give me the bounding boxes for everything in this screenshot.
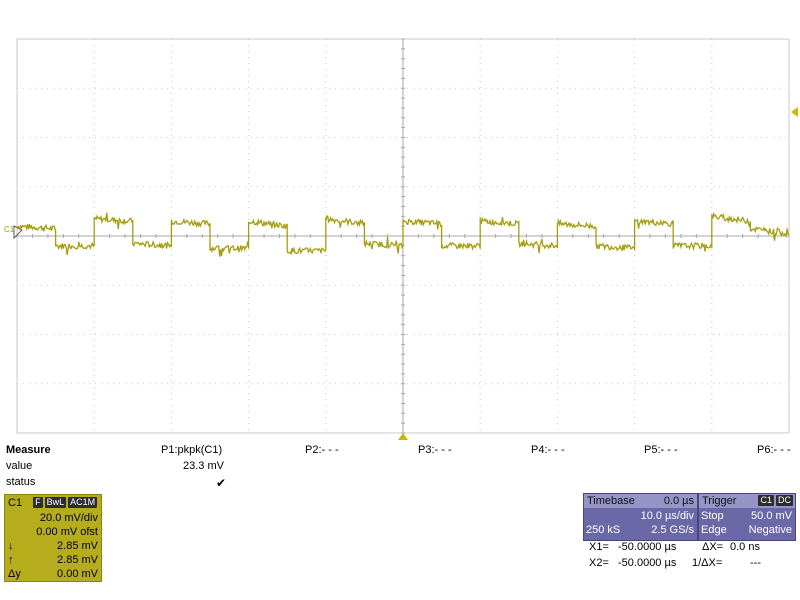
param-p6-name[interactable]: P6:- - - (757, 444, 791, 456)
trigger-source-tag: C1 (758, 495, 774, 506)
timebase-descriptor[interactable]: Timebase 0.0 µs 10.0 µs/div 250 kS 2.5 G… (583, 493, 698, 541)
param-p1-name[interactable]: P1:pkpk(C1) (161, 444, 223, 456)
param-p4-name[interactable]: P4:- - - (531, 444, 565, 456)
cursor-x2-label: X2= (589, 557, 609, 569)
param-p1-status-icon: ✔ (216, 476, 227, 490)
channel1-vdiv: 20.0 mV/div (39, 512, 98, 524)
trigger-slope: Negative (748, 524, 792, 536)
cursor-down-value: 2.85 mV (57, 540, 98, 552)
delta-y-label: Δy (8, 568, 21, 580)
trigger-time-marker[interactable] (398, 433, 408, 440)
trigger-level: 50.0 mV (751, 510, 792, 522)
cursor-x1-label: X1= (589, 541, 609, 553)
channel1-label: C1 (8, 497, 23, 509)
trigger-type: Edge (701, 524, 727, 536)
measure-value-label: value (6, 460, 33, 472)
cursor-x2-value: -50.0000 µs (618, 557, 677, 569)
timebase-tdiv: 10.0 µs/div (640, 510, 694, 522)
trigger-coupling-tag: DC (776, 495, 793, 506)
cursor-inv-dx-label: 1/ΔX= (692, 557, 723, 569)
param-p2-name[interactable]: P2:- - - (305, 444, 339, 456)
filter-tag: F (33, 497, 43, 508)
measure-status-label: status (6, 476, 36, 488)
trigger-mode: Stop (701, 510, 724, 522)
measure-title: Measure (6, 444, 51, 456)
channel1-descriptor[interactable]: C1 F BwL AC1M 20.0 mV/div 0.00 mV ofst ↓ 2… (4, 494, 102, 582)
timebase-delay: 0.0 µs (663, 495, 694, 507)
cursor-inv-dx-value: --- (750, 557, 761, 569)
channel1-trace (16, 212, 790, 257)
trigger-descriptor[interactable]: Trigger C1 DC Stop 50.0 mV Edge Negative (698, 493, 796, 541)
cursor-x1-value: -50.0000 µs (618, 541, 677, 553)
channel-marker-label: C1 (4, 225, 15, 234)
trigger-level-marker[interactable] (791, 107, 798, 117)
cursor-dx-label: ΔX= (702, 541, 724, 553)
coupling-tag: AC1M (68, 497, 98, 508)
bandwidth-limit-tag: BwL (44, 497, 67, 508)
delta-y-value: 0.00 mV (57, 568, 98, 580)
channel1-offset: 0.00 mV ofst (36, 526, 98, 538)
param-p1-value: 23.3 mV (183, 460, 224, 472)
param-p5-name[interactable]: P5:- - - (644, 444, 678, 456)
timebase-samples: 250 kS (586, 524, 621, 536)
cursor-up-value: 2.85 mV (57, 554, 98, 566)
cursor-up-icon: ↑ (8, 554, 14, 566)
trigger-title: Trigger (702, 495, 737, 507)
param-p3-name[interactable]: P3:- - - (418, 444, 452, 456)
waveform-display[interactable]: C1 (0, 0, 800, 445)
timebase-rate: 2.5 GS/s (651, 524, 694, 536)
timebase-title: Timebase (587, 495, 635, 507)
cursor-down-icon: ↓ (8, 540, 14, 552)
cursor-dx-value: 0.0 ns (730, 541, 760, 553)
